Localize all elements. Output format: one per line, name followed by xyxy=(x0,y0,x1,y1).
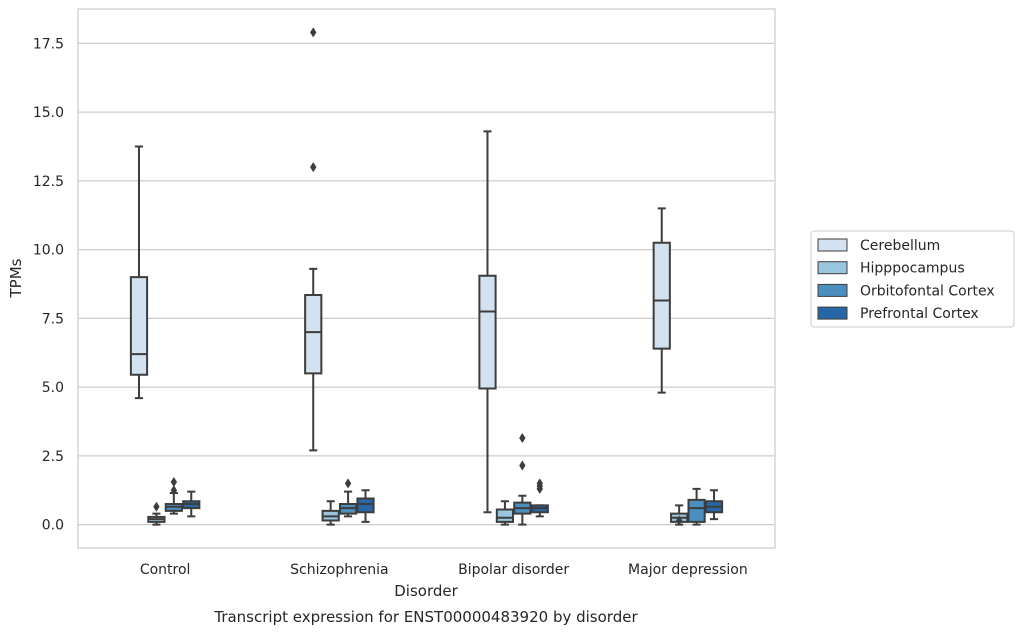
box-iqr xyxy=(687,498,706,523)
y-tick-label: 10.0 xyxy=(33,243,64,259)
box-orbitofontal-cortex xyxy=(164,477,183,515)
box-prefrontal-cortex xyxy=(182,490,201,518)
box-orbitofontal-cortex xyxy=(687,487,706,526)
box-iqr xyxy=(478,274,497,390)
x-tick-label: Schizophrenia xyxy=(290,562,388,578)
legend-frame xyxy=(810,230,1015,328)
box-cerebellum xyxy=(304,27,323,452)
box-prefrontal-cortex xyxy=(356,489,375,523)
outlier-point xyxy=(310,27,317,38)
box-orbitofontal-cortex xyxy=(513,433,532,526)
outlier-point xyxy=(153,501,160,512)
box-plots xyxy=(129,27,724,526)
outlier-point xyxy=(519,460,526,471)
box-orbitofontal-cortex xyxy=(338,478,358,518)
outlier-point xyxy=(170,485,178,496)
legend-swatch xyxy=(817,283,848,297)
legend: Cerebellum Hipppocampus Orbitofontal Corte… xyxy=(810,230,1015,328)
legend-swatch xyxy=(817,306,848,320)
chart-caption: Transcript expression for ENST0000048392… xyxy=(213,608,638,626)
outlier-point xyxy=(344,478,352,489)
y-tick-label: 5.0 xyxy=(42,380,64,396)
outlier-point xyxy=(170,477,178,487)
box-cerebellum xyxy=(478,130,497,514)
box-hipppocampus xyxy=(495,500,515,526)
legend-label: Cerebellum xyxy=(860,238,940,254)
x-tick-label: Bipolar disorder xyxy=(458,562,569,578)
outlier-point xyxy=(675,515,683,526)
outlier-point xyxy=(519,433,526,443)
box-iqr xyxy=(495,508,515,523)
y-tick-label: 2.5 xyxy=(42,449,64,465)
outlier-point xyxy=(536,478,543,489)
plot-frame xyxy=(77,8,776,549)
y-tick-label: 12.5 xyxy=(33,174,64,190)
x-tick-label: Major depression xyxy=(628,562,748,578)
box-prefrontal-cortex xyxy=(704,489,724,521)
box-iqr xyxy=(304,294,323,375)
gridlines xyxy=(78,42,775,526)
box-cerebellum xyxy=(652,207,671,394)
y-tick-label: 0.0 xyxy=(42,518,64,534)
box-prefrontal-cortex xyxy=(530,478,549,518)
box-iqr xyxy=(129,276,149,376)
box-hipppocampus xyxy=(670,504,689,526)
y-tick-label: 7.5 xyxy=(42,311,64,327)
outlier-point xyxy=(310,162,317,173)
legend-swatch xyxy=(817,238,848,252)
y-tick-label: 15.0 xyxy=(33,105,64,121)
y-tick-label: 17.5 xyxy=(33,36,64,52)
legend-label: Orbitofontal Cortex xyxy=(860,283,995,299)
box-iqr xyxy=(356,497,375,514)
y-tick-labels: 0.0 2.5 5.0 7.5 10.0 12.5 15.0 17.5 xyxy=(33,36,64,533)
box-cerebellum xyxy=(129,145,149,400)
legend-label: Hipppocampus xyxy=(860,261,965,277)
x-axis-label: Disorder xyxy=(394,582,458,600)
x-tick-labels: Control Schizophrenia Bipolar disorder Majo… xyxy=(140,562,748,578)
legend-label: Prefrontal Cortex xyxy=(860,306,979,322)
x-tick-label: Control xyxy=(140,562,191,578)
box-hipppocampus xyxy=(147,501,166,526)
box-hipppocampus xyxy=(321,500,340,526)
y-axis-label: TPMs xyxy=(7,258,25,298)
box-iqr xyxy=(652,241,671,350)
legend-swatch xyxy=(817,261,848,275)
